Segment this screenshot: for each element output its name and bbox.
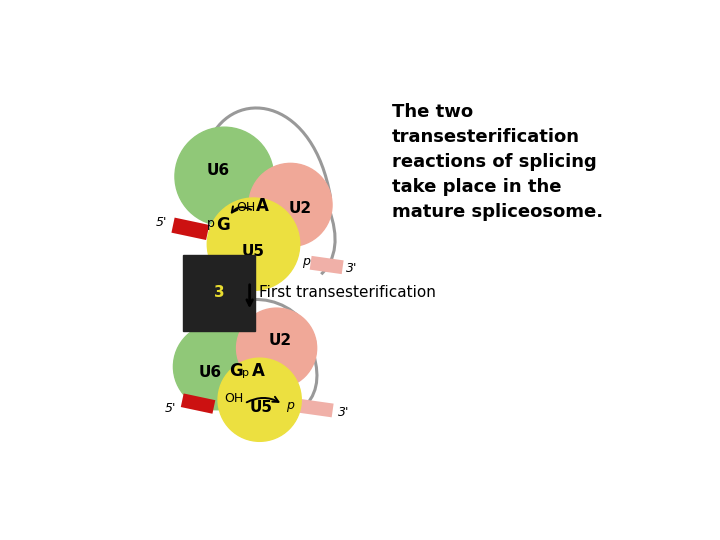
Bar <box>171 218 210 240</box>
Circle shape <box>249 164 332 247</box>
Text: 3: 3 <box>214 285 224 300</box>
Text: 3': 3' <box>346 261 358 274</box>
Text: 5': 5' <box>165 402 176 415</box>
Text: U6: U6 <box>207 163 230 178</box>
Text: The two
transesterification
reactions of splicing
take place in the
mature splic: The two transesterification reactions of… <box>392 103 603 221</box>
Text: 5': 5' <box>156 216 167 229</box>
Bar <box>181 394 215 414</box>
Text: U2: U2 <box>288 201 311 217</box>
Circle shape <box>175 127 274 226</box>
Text: U5: U5 <box>242 245 265 259</box>
Bar <box>310 256 343 274</box>
Text: p: p <box>287 399 294 411</box>
Bar <box>300 399 333 417</box>
Text: A: A <box>252 362 265 380</box>
Circle shape <box>218 358 301 441</box>
Text: First transesterification: First transesterification <box>259 285 436 300</box>
Text: OH: OH <box>236 201 256 214</box>
Text: G: G <box>216 216 230 234</box>
Text: U5: U5 <box>250 400 273 415</box>
Text: U6: U6 <box>199 365 222 380</box>
Circle shape <box>237 308 317 388</box>
Text: p: p <box>243 368 249 378</box>
Text: p: p <box>302 255 310 268</box>
Text: OH: OH <box>225 392 244 404</box>
Text: 3': 3' <box>338 406 349 420</box>
Circle shape <box>207 198 300 291</box>
Text: A: A <box>256 198 269 215</box>
Text: p: p <box>207 217 215 230</box>
Text: U2: U2 <box>269 333 292 348</box>
Text: G: G <box>229 362 243 380</box>
Circle shape <box>174 323 260 410</box>
